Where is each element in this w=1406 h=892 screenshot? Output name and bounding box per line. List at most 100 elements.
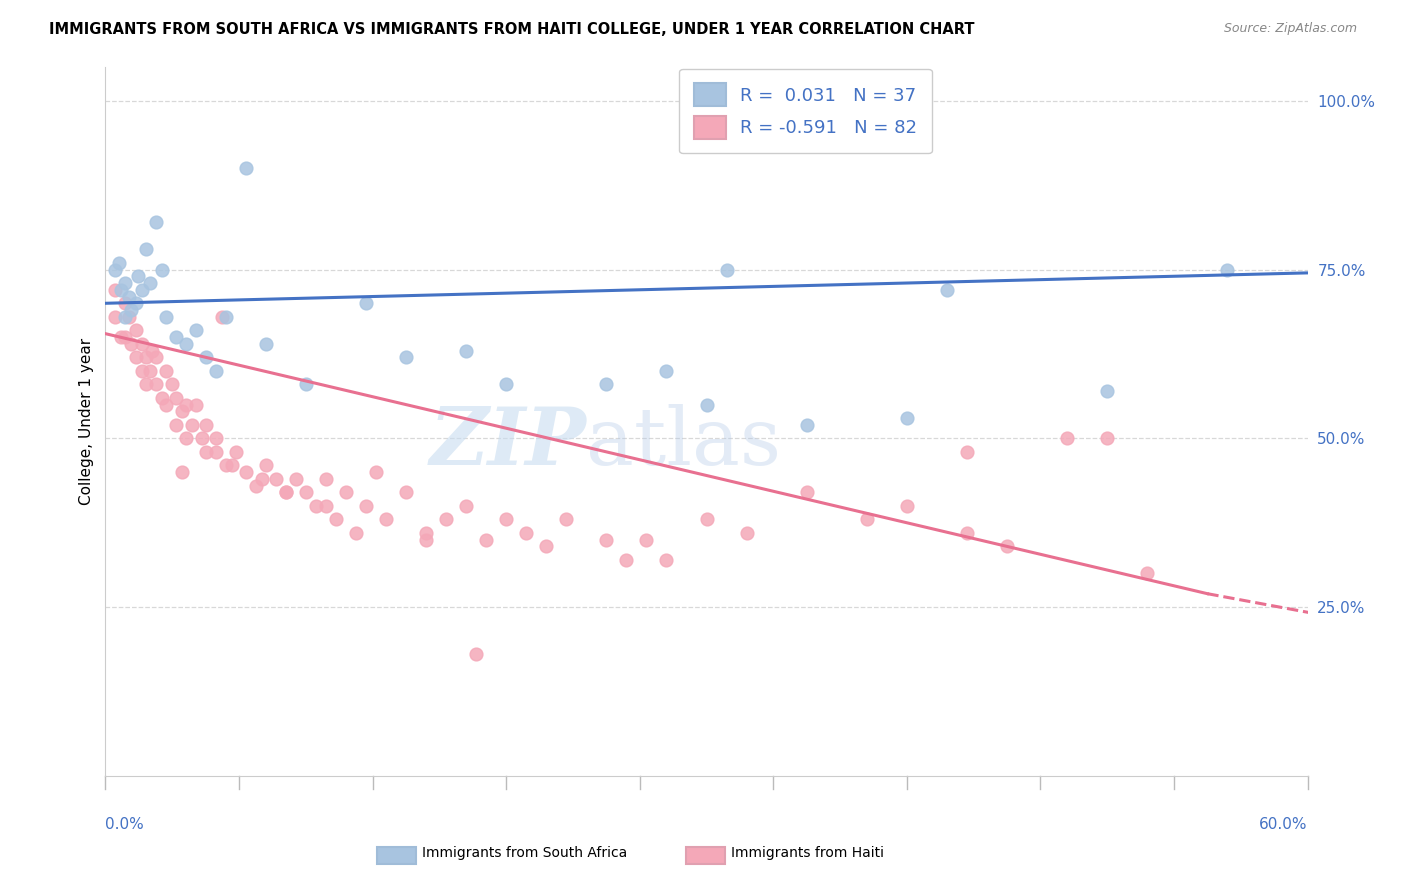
Point xyxy=(204,445,226,459)
Y-axis label: College, Under 1 year: College, Under 1 year xyxy=(79,338,94,505)
Point xyxy=(495,512,517,526)
Point xyxy=(555,512,578,526)
Point xyxy=(344,525,367,540)
Point xyxy=(114,330,136,344)
Point xyxy=(138,364,160,378)
Point xyxy=(121,303,143,318)
Point xyxy=(796,485,818,500)
Point xyxy=(138,276,160,290)
Text: Source: ZipAtlas.com: Source: ZipAtlas.com xyxy=(1223,22,1357,36)
Point xyxy=(495,377,517,392)
Point xyxy=(325,512,347,526)
Point xyxy=(135,351,157,365)
Point xyxy=(796,417,818,432)
Point xyxy=(245,478,267,492)
Point xyxy=(160,377,183,392)
Point xyxy=(956,445,979,459)
Point xyxy=(995,540,1018,554)
Point xyxy=(274,485,297,500)
Point xyxy=(214,458,236,473)
Point xyxy=(415,525,437,540)
Point xyxy=(636,533,658,547)
Point xyxy=(174,336,197,351)
Point xyxy=(1136,566,1159,581)
Point xyxy=(1097,431,1119,445)
Point xyxy=(165,330,187,344)
Point xyxy=(295,485,318,500)
Point xyxy=(180,417,202,432)
Point xyxy=(190,431,212,445)
Point xyxy=(595,533,617,547)
Point xyxy=(354,499,377,513)
Point xyxy=(131,364,153,378)
Point xyxy=(118,310,141,324)
Legend: R =  0.031   N = 37, R = -0.591   N = 82: R = 0.031 N = 37, R = -0.591 N = 82 xyxy=(679,69,932,153)
Point xyxy=(696,398,718,412)
Point xyxy=(896,411,918,425)
Text: 60.0%: 60.0% xyxy=(1260,817,1308,832)
Point xyxy=(315,472,337,486)
Point xyxy=(235,465,257,479)
Point xyxy=(315,499,337,513)
Point xyxy=(211,310,233,324)
Point xyxy=(335,485,357,500)
Point xyxy=(735,525,758,540)
Point xyxy=(194,445,217,459)
Point xyxy=(124,323,146,337)
Point xyxy=(235,161,257,176)
Point xyxy=(595,377,617,392)
Point xyxy=(155,364,177,378)
Point xyxy=(110,283,132,297)
Point xyxy=(374,512,398,526)
Text: Immigrants from South Africa: Immigrants from South Africa xyxy=(422,846,627,860)
Point xyxy=(114,276,136,290)
Point xyxy=(150,262,173,277)
Point xyxy=(204,431,226,445)
Point xyxy=(165,391,187,405)
Text: 0.0%: 0.0% xyxy=(105,817,145,832)
Point xyxy=(194,417,217,432)
Point xyxy=(174,398,197,412)
Point xyxy=(141,343,163,358)
Point xyxy=(1097,384,1119,398)
Point xyxy=(145,377,167,392)
Point xyxy=(108,256,131,270)
Point xyxy=(454,499,477,513)
Point xyxy=(155,310,177,324)
Point xyxy=(104,262,127,277)
Point xyxy=(204,364,226,378)
Text: atlas: atlas xyxy=(586,404,782,482)
Point xyxy=(170,465,193,479)
Point xyxy=(184,323,207,337)
Point xyxy=(305,499,328,513)
Point xyxy=(118,289,141,303)
Point xyxy=(104,283,127,297)
Point xyxy=(254,336,277,351)
Point xyxy=(135,242,157,256)
Point xyxy=(131,283,153,297)
Point xyxy=(127,269,149,284)
Point xyxy=(655,364,678,378)
Point xyxy=(655,553,678,567)
Point xyxy=(1056,431,1078,445)
Point xyxy=(131,336,153,351)
Point xyxy=(214,310,236,324)
Point xyxy=(956,525,979,540)
Point xyxy=(225,445,247,459)
Point xyxy=(454,343,477,358)
Point xyxy=(274,485,297,500)
Point xyxy=(174,431,197,445)
Point xyxy=(896,499,918,513)
Point xyxy=(415,533,437,547)
Text: ZIP: ZIP xyxy=(429,404,586,482)
Point xyxy=(254,458,277,473)
Point xyxy=(194,351,217,365)
Point xyxy=(114,310,136,324)
Point xyxy=(121,336,143,351)
Point xyxy=(145,215,167,229)
Point xyxy=(475,533,498,547)
Point xyxy=(354,296,377,310)
Point xyxy=(264,472,287,486)
Point xyxy=(110,330,132,344)
Point xyxy=(124,351,146,365)
